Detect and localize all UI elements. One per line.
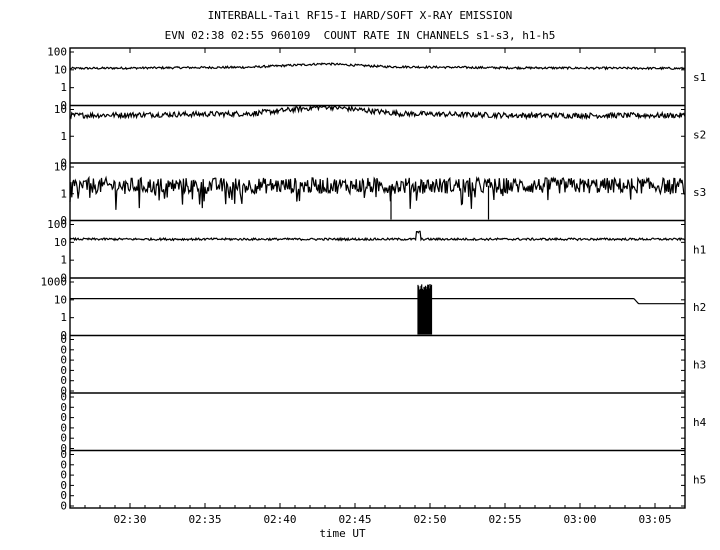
series-line-s1 <box>69 62 685 71</box>
series-line-s3 <box>69 175 686 210</box>
chart-subtitle: EVN 02:38 02:55 960109 COUNT RATE IN CHA… <box>164 29 556 42</box>
x-tick-label: 03:00 <box>563 513 596 526</box>
y-tick-label-h4: 0 <box>60 411 67 424</box>
y-tick-label-h5: 0 <box>60 448 67 461</box>
series-line-s2 <box>69 104 686 121</box>
x-tick-label: 02:35 <box>188 513 221 526</box>
burst-spikes-h2 <box>417 284 433 335</box>
panel-label-s3: s3 <box>693 186 706 199</box>
panel-label-s1: s1 <box>693 71 706 84</box>
y-tick-label-h5: 0 <box>60 500 67 513</box>
y-tick-label-s1: 10 <box>54 63 67 76</box>
series-line-h2 <box>70 298 685 305</box>
x-tick-label: 02:40 <box>263 513 296 526</box>
y-tick-label-h5: 0 <box>60 479 67 492</box>
y-tick-label-h4: 0 <box>60 442 67 455</box>
y-tick-label-h1: 0 <box>60 272 67 285</box>
x-tick-label: 02:30 <box>113 513 146 526</box>
x-tick-label: 02:55 <box>488 513 521 526</box>
panel-label-h5: h5 <box>693 473 706 486</box>
y-tick-label-h4: 0 <box>60 421 67 434</box>
y-tick-label-s2: 1 <box>60 130 67 143</box>
x-axis-label: time UT <box>319 527 366 540</box>
series-line-h1 <box>69 230 686 242</box>
y-tick-label-h3: 0 <box>60 333 67 346</box>
y-tick-label-h2: 1000 <box>41 276 68 289</box>
y-tick-label-h1: 100 <box>47 218 67 231</box>
y-tick-label-h1: 1 <box>60 254 67 267</box>
y-tick-label-s1: 1 <box>60 81 67 94</box>
y-tick-label-s2: 10 <box>54 103 67 116</box>
panel-label-h4: h4 <box>693 416 707 429</box>
chart-title: INTERBALL-Tail RF15-I HARD/SOFT X-RAY EM… <box>207 9 513 22</box>
y-tick-label-h3: 0 <box>60 343 67 356</box>
y-tick-label-h5: 0 <box>60 469 67 482</box>
panel-label-s2: s2 <box>693 128 706 141</box>
y-tick-label-s3: 10 <box>54 161 67 174</box>
panel-label-h3: h3 <box>693 358 706 371</box>
y-tick-label-s1: 0 <box>60 99 67 112</box>
y-tick-label-h4: 0 <box>60 401 67 414</box>
y-tick-label-s2: 0 <box>60 157 67 170</box>
y-tick-label-h5: 0 <box>60 458 67 471</box>
x-tick-label: 03:05 <box>638 513 671 526</box>
y-tick-label-h3: 0 <box>60 364 67 377</box>
x-tick-label: 02:45 <box>338 513 371 526</box>
y-tick-label-h5: 0 <box>60 489 67 502</box>
y-tick-label-h4: 0 <box>60 432 67 445</box>
y-tick-label-s3: 0 <box>60 214 67 227</box>
y-tick-label-h1: 10 <box>54 236 67 249</box>
y-tick-label-s1: 100 <box>47 46 67 59</box>
y-tick-label-h2: 0 <box>60 329 67 342</box>
y-tick-label-h3: 0 <box>60 354 67 367</box>
y-tick-label-h2: 1 <box>60 311 67 324</box>
y-tick-label-h2: 10 <box>54 293 67 306</box>
panel-label-h1: h1 <box>693 243 706 256</box>
x-tick-label: 02:50 <box>413 513 446 526</box>
y-tick-label-s3: 1 <box>60 187 67 200</box>
y-tick-label-h3: 0 <box>60 385 67 398</box>
y-tick-label-h3: 0 <box>60 374 67 387</box>
panel-label-h2: h2 <box>693 301 706 314</box>
y-tick-label-h4: 0 <box>60 391 67 404</box>
